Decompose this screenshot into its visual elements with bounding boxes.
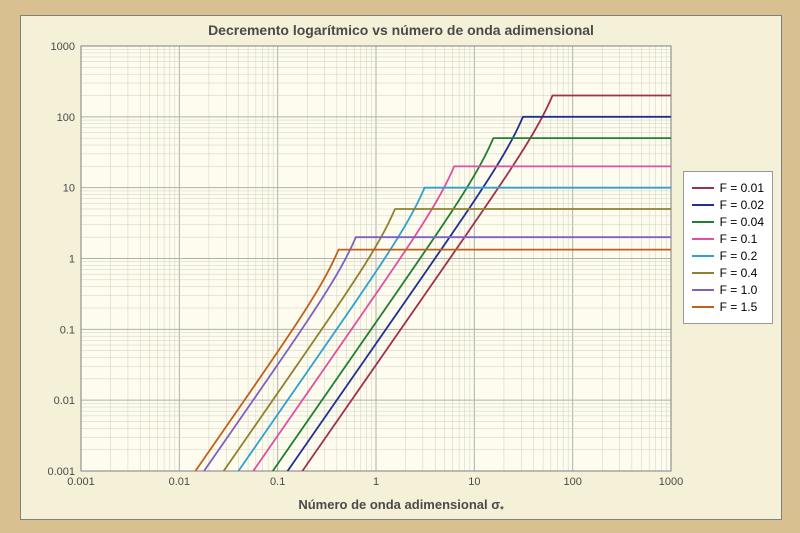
legend-label: F = 0.01 xyxy=(720,181,764,195)
legend-swatch xyxy=(692,204,714,206)
legend-item: F = 0.04 xyxy=(692,215,764,229)
legend-item: F = 1.0 xyxy=(692,283,764,297)
legend-item: F = 0.01 xyxy=(692,181,764,195)
legend-label: F = 0.02 xyxy=(720,198,764,212)
svg-text:1000: 1000 xyxy=(659,476,683,488)
svg-text:1: 1 xyxy=(373,476,379,488)
legend-swatch xyxy=(692,289,714,291)
legend-label: F = 0.04 xyxy=(720,215,764,229)
svg-text:1: 1 xyxy=(69,254,75,266)
legend-swatch xyxy=(692,272,714,274)
legend-swatch xyxy=(692,238,714,240)
svg-text:1000: 1000 xyxy=(51,41,75,53)
legend-label: F = 0.2 xyxy=(720,249,758,263)
legend-label: F = 1.0 xyxy=(720,283,758,297)
svg-text:100: 100 xyxy=(57,112,75,124)
legend-swatch xyxy=(692,221,714,223)
svg-text:10: 10 xyxy=(63,183,75,195)
chart-panel: Decremento logarítmico vs número de onda… xyxy=(20,15,782,520)
legend-item: F = 0.1 xyxy=(692,232,764,246)
legend-swatch xyxy=(692,255,714,257)
legend-swatch xyxy=(692,306,714,308)
svg-text:10: 10 xyxy=(468,476,480,488)
legend: F = 0.01 F = 0.02 F = 0.04 F = 0.1 F = 0.2 F … xyxy=(683,171,773,324)
legend-label: F = 0.4 xyxy=(720,266,758,280)
svg-text:0.01: 0.01 xyxy=(54,395,75,407)
legend-item: F = 0.2 xyxy=(692,249,764,263)
svg-text:100: 100 xyxy=(563,476,581,488)
legend-item: F = 0.02 xyxy=(692,198,764,212)
svg-text:0.1: 0.1 xyxy=(270,476,285,488)
legend-item: F = 0.4 xyxy=(692,266,764,280)
legend-swatch xyxy=(692,187,714,189)
legend-label: F = 0.1 xyxy=(720,232,758,246)
svg-text:0.01: 0.01 xyxy=(169,476,190,488)
legend-label: F = 1.5 xyxy=(720,300,758,314)
svg-text:0.001: 0.001 xyxy=(47,466,75,478)
legend-item: F = 1.5 xyxy=(692,300,764,314)
svg-text:0.1: 0.1 xyxy=(60,324,75,336)
chart-svg: 0.0010.010.111010010000.0010.010.1110100… xyxy=(21,16,781,519)
